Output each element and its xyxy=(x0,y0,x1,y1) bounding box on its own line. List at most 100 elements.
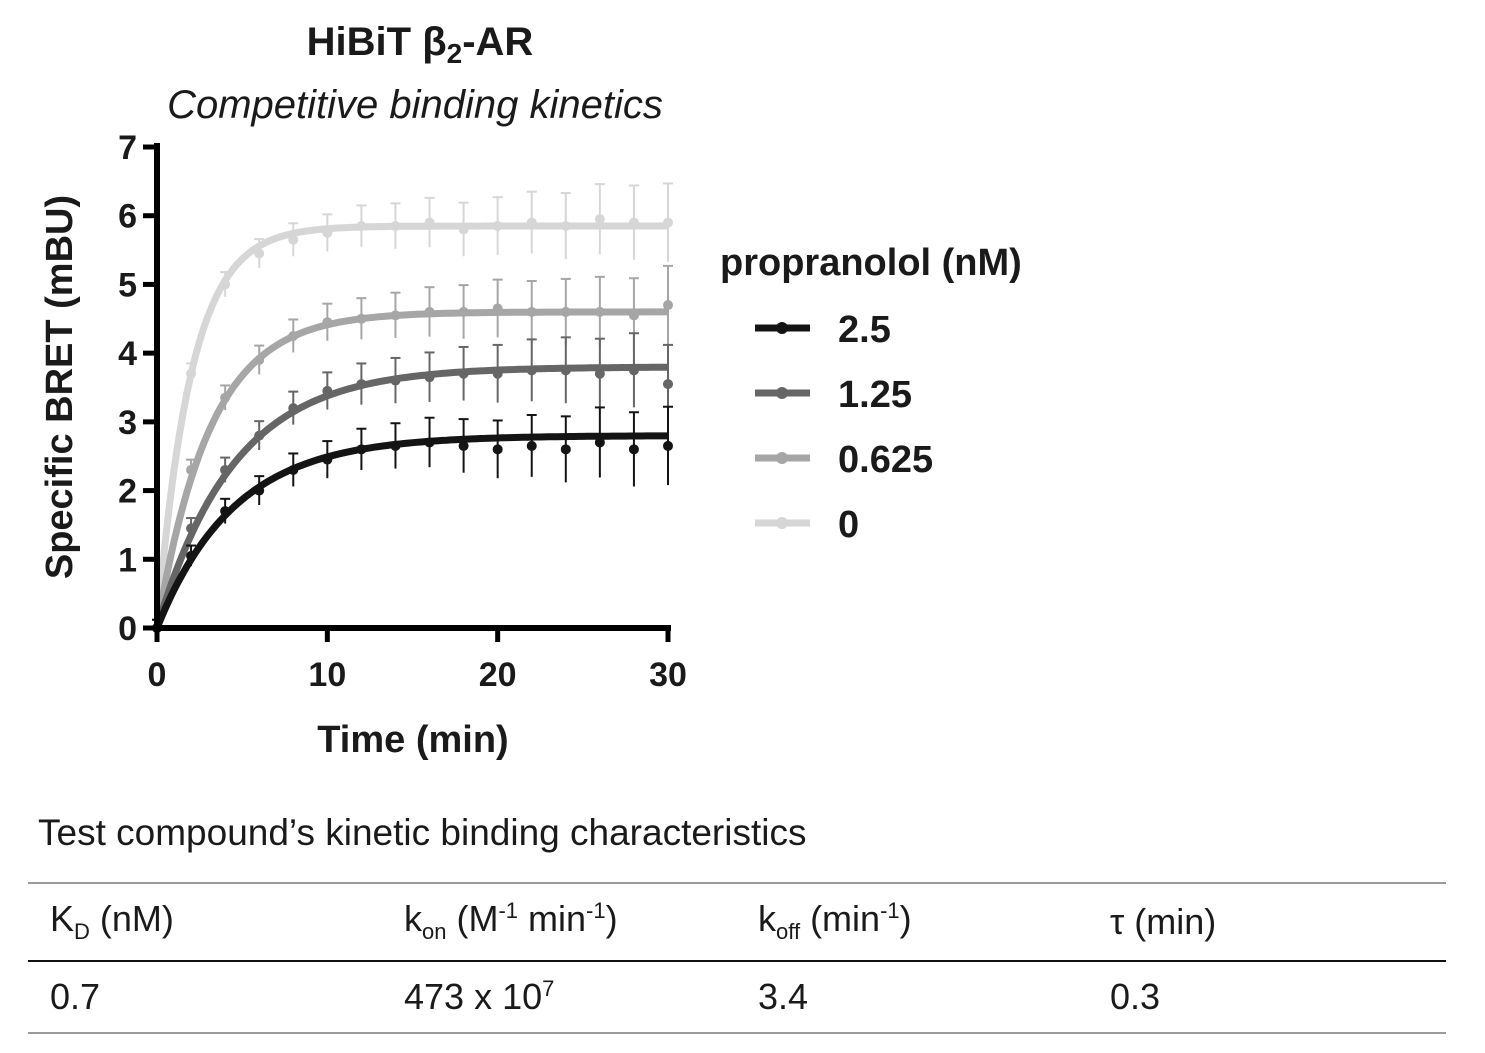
data-point xyxy=(492,303,503,314)
data-point xyxy=(628,444,639,455)
data-point xyxy=(594,214,605,225)
legend-label: 1.25 xyxy=(838,374,912,416)
data-point xyxy=(560,306,571,317)
data-point xyxy=(220,464,231,475)
x-tick-label: 0 xyxy=(148,656,167,694)
series-0_625 xyxy=(152,264,673,633)
data-point xyxy=(458,224,469,235)
data-point xyxy=(220,392,231,403)
data-point xyxy=(663,300,673,311)
table-caption: Test compound’s kinetic binding characte… xyxy=(38,812,807,853)
data-point xyxy=(458,306,469,317)
data-point xyxy=(424,306,435,317)
data-point xyxy=(322,227,333,238)
data-point xyxy=(628,365,639,376)
fit-curve xyxy=(153,222,668,629)
cell-kon: 473 x 107 xyxy=(382,961,736,1034)
data-point xyxy=(356,221,367,232)
y-tick-label: 4 xyxy=(118,335,137,373)
data-point xyxy=(254,430,265,441)
data-point xyxy=(628,217,639,228)
data-point xyxy=(288,464,299,475)
data-point xyxy=(390,375,401,386)
data-point xyxy=(663,217,673,228)
data-point xyxy=(594,306,605,317)
fit-curve xyxy=(153,363,669,630)
data-point xyxy=(356,379,367,390)
y-tick-label: 5 xyxy=(118,266,137,304)
data-point xyxy=(186,523,197,534)
data-point xyxy=(254,355,265,366)
data-point xyxy=(390,440,401,451)
legend-item: 2.5 xyxy=(755,309,891,351)
legend-label: 0.625 xyxy=(838,439,933,481)
data-point xyxy=(492,221,503,232)
data-point xyxy=(560,365,571,376)
header-kd: KD (nM) xyxy=(28,882,382,962)
data-point xyxy=(186,464,197,475)
legend-item: 1.25 xyxy=(755,374,912,416)
legend-title: propranolol (nM) xyxy=(720,242,1022,284)
chart-subtitle: Competitive binding kinetics xyxy=(167,83,663,127)
data-point xyxy=(492,444,503,455)
data-point xyxy=(288,234,299,245)
data-point xyxy=(594,437,605,448)
data-point xyxy=(254,485,265,496)
data-point xyxy=(628,310,639,321)
legend-marker xyxy=(776,517,788,529)
x-tick-label: 20 xyxy=(479,656,517,694)
y-tick-label: 2 xyxy=(118,473,137,511)
y-tick-label: 1 xyxy=(118,541,137,579)
legend-label: 0 xyxy=(838,504,859,546)
series-layer xyxy=(152,182,673,633)
fit-curve xyxy=(153,308,668,629)
data-point xyxy=(288,330,299,341)
fit-curve xyxy=(153,432,668,630)
table-row: 0.7 473 x 107 3.4 0.3 xyxy=(28,961,1446,1034)
legend-item: 0.625 xyxy=(755,439,933,481)
axes-layer: 0 1 2 3 4 5 6 7 0 10 20 30 xyxy=(118,129,687,694)
series-1_25 xyxy=(152,332,673,633)
data-point xyxy=(560,221,571,232)
data-point xyxy=(288,403,299,414)
data-point xyxy=(560,444,571,455)
cell-tau: 0.3 xyxy=(1088,961,1446,1034)
data-point xyxy=(594,368,605,379)
y-axis-label: Specific BRET (mBU) xyxy=(39,195,81,579)
data-point xyxy=(220,506,231,517)
data-point xyxy=(186,550,197,561)
y-tick-label: 7 xyxy=(118,129,137,167)
legend: propranolol (nM) 2.5 1.25 0.625 0 xyxy=(720,242,1022,546)
y-tick-label: 3 xyxy=(118,404,137,442)
data-point xyxy=(663,379,673,390)
cell-koff: 3.4 xyxy=(736,961,1088,1034)
data-point xyxy=(424,372,435,383)
data-point xyxy=(322,317,333,328)
legend-marker xyxy=(776,387,788,399)
series-2_5 xyxy=(152,405,673,633)
y-tick-label: 0 xyxy=(118,610,137,648)
kinetic-parameters-table: KD (nM) kon (M-1 min-1) koff (min-1) τ (… xyxy=(28,882,1446,1034)
legend-marker xyxy=(776,452,788,464)
y-tick-label: 6 xyxy=(118,198,137,236)
data-point xyxy=(526,440,537,451)
binding-kinetics-chart: HiBiT β2-AR Competitive binding kinetics… xyxy=(39,20,1022,761)
cell-kd: 0.7 xyxy=(28,961,382,1034)
data-point xyxy=(322,454,333,465)
legend-label: 2.5 xyxy=(838,309,891,351)
x-tick-label: 10 xyxy=(308,656,346,694)
data-point xyxy=(526,365,537,376)
legend-marker xyxy=(776,322,788,334)
data-point xyxy=(390,310,401,321)
data-point xyxy=(390,221,401,232)
legend-item: 0 xyxy=(755,504,859,546)
header-koff: koff (min-1) xyxy=(736,882,1088,962)
data-point xyxy=(526,306,537,317)
data-point xyxy=(186,368,197,379)
table-header-row: KD (nM) kon (M-1 min-1) koff (min-1) τ (… xyxy=(28,882,1446,962)
chart-title: HiBiT β2-AR xyxy=(307,20,534,69)
x-axis-label: Time (min) xyxy=(317,719,508,761)
data-point xyxy=(254,248,265,259)
data-point xyxy=(322,385,333,396)
data-point xyxy=(492,368,503,379)
